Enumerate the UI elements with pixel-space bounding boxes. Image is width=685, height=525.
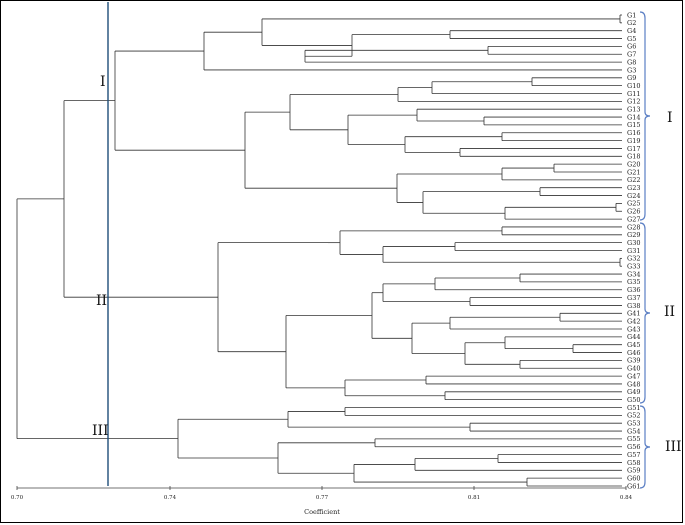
leaf-label: G23 bbox=[627, 184, 640, 192]
x-tick-label: 0.81 bbox=[468, 495, 480, 501]
leaf-label: G16 bbox=[627, 129, 640, 137]
leaf-label: G39 bbox=[627, 357, 640, 365]
leaf-label: G22 bbox=[627, 176, 640, 184]
cluster-label-iii-left: III bbox=[92, 423, 109, 439]
x-axis-label: Coefficient bbox=[304, 508, 340, 516]
x-axis: 0.70 0.74 0.77 0.81 0.84 Coefficient bbox=[11, 486, 633, 516]
leaf-label: G10 bbox=[627, 82, 640, 90]
leaf-label: G42 bbox=[627, 317, 640, 325]
leaf-label: G50 bbox=[627, 396, 640, 404]
cluster-label-i-right: I bbox=[667, 110, 673, 126]
leaf-label: G46 bbox=[627, 349, 640, 357]
leaf-label: G51 bbox=[627, 404, 640, 412]
leaf-label: G24 bbox=[627, 192, 640, 200]
brace-cluster-iii bbox=[639, 405, 651, 489]
leaf-label: G36 bbox=[627, 286, 640, 294]
leaf-label: G25 bbox=[627, 200, 640, 208]
cluster-label-iii-right: III bbox=[665, 439, 682, 455]
leaf-labels: G1G2G4G5G6G7G8G3G9G10G11G12G13G14G15G16G… bbox=[627, 11, 640, 490]
leaf-label: G40 bbox=[627, 365, 640, 373]
leaf-label: G34 bbox=[627, 270, 640, 278]
leaf-label: G47 bbox=[627, 372, 640, 380]
leaf-label: G28 bbox=[627, 223, 640, 231]
leaf-label: G9 bbox=[627, 74, 636, 82]
leaf-label: G21 bbox=[627, 168, 640, 176]
x-tick-label: 0.74 bbox=[164, 495, 177, 501]
leaf-label: G6 bbox=[627, 43, 636, 51]
leaf-label: G53 bbox=[627, 420, 640, 428]
leaf-label: G26 bbox=[627, 208, 640, 216]
leaf-label: G1 bbox=[627, 11, 636, 19]
leaf-label: G18 bbox=[627, 153, 640, 161]
leaf-label: G43 bbox=[627, 325, 640, 333]
leaf-label: G2 bbox=[627, 19, 636, 27]
leaf-label: G27 bbox=[627, 215, 640, 223]
leaf-label: G54 bbox=[627, 427, 640, 435]
leaf-label: G56 bbox=[627, 443, 640, 451]
leaf-label: G15 bbox=[627, 121, 640, 129]
leaf-label: G13 bbox=[627, 106, 640, 114]
leaf-label: G38 bbox=[627, 302, 640, 310]
brace-cluster-ii bbox=[639, 222, 651, 404]
leaf-label: G20 bbox=[627, 160, 640, 168]
leaf-label: G29 bbox=[627, 231, 640, 239]
leaf-label: G61 bbox=[627, 482, 640, 490]
leaf-label: G33 bbox=[627, 263, 640, 271]
leaf-label: G4 bbox=[627, 27, 636, 35]
dendrogram-branches bbox=[16, 14, 622, 487]
leaf-label: G59 bbox=[627, 467, 640, 475]
leaf-label: G11 bbox=[627, 90, 640, 98]
leaf-label: G48 bbox=[627, 380, 640, 388]
leaf-label: G37 bbox=[627, 294, 640, 302]
brace-cluster-i bbox=[639, 11, 651, 221]
x-tick-label: 0.77 bbox=[316, 495, 329, 501]
leaf-label: G14 bbox=[627, 113, 640, 121]
leaf-label: G49 bbox=[627, 388, 640, 396]
cluster-braces bbox=[639, 11, 651, 489]
leaf-label: G45 bbox=[627, 341, 640, 349]
leaf-label: G60 bbox=[627, 474, 640, 482]
leaf-label: G52 bbox=[627, 412, 640, 420]
x-tick-label: 0.84 bbox=[620, 495, 633, 501]
leaf-label: G5 bbox=[627, 35, 636, 43]
leaf-label: G17 bbox=[627, 145, 640, 153]
leaf-label: G41 bbox=[627, 310, 640, 318]
leaf-label: G57 bbox=[627, 451, 640, 459]
leaf-label: G31 bbox=[627, 247, 640, 255]
leaf-label: G32 bbox=[627, 255, 640, 263]
leaf-label: G7 bbox=[627, 51, 636, 59]
leaf-label: G55 bbox=[627, 435, 640, 443]
cluster-label-i-left: I bbox=[100, 74, 106, 90]
leaf-label: G35 bbox=[627, 278, 640, 286]
leaf-label: G30 bbox=[627, 239, 640, 247]
leaf-label: G3 bbox=[627, 66, 636, 74]
cluster-label-ii-left: II bbox=[96, 293, 107, 309]
leaf-label: G19 bbox=[627, 137, 640, 145]
leaf-label: G8 bbox=[627, 58, 636, 66]
cluster-label-ii-right: II bbox=[664, 304, 675, 320]
leaf-label: G44 bbox=[627, 333, 640, 341]
leaf-label: G58 bbox=[627, 459, 640, 467]
leaf-label: G12 bbox=[627, 98, 640, 106]
x-tick-label: 0.70 bbox=[11, 495, 24, 501]
